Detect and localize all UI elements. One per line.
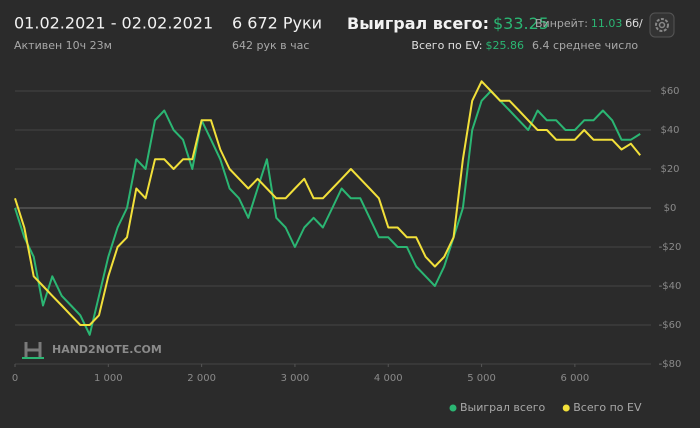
x-tick-label: 4 000 xyxy=(374,373,403,384)
x-tick-label: 3 000 xyxy=(281,373,310,384)
average: 6.4 среднее число xyxy=(532,39,638,52)
won-total: Выиграл всего: $33.25 xyxy=(347,14,549,33)
y-tick-label: -$60 xyxy=(659,320,682,331)
legend-label: Выиграл всего xyxy=(460,401,545,414)
y-tick-label: $60 xyxy=(660,86,679,97)
winrate: Винрейт: 11.03 бб/ xyxy=(535,17,643,30)
hands-per-hour: 642 рук в час xyxy=(232,39,309,52)
winrate-label: Винрейт: xyxy=(535,17,588,30)
ev-value: $25.86 xyxy=(486,39,525,52)
y-tick-label: -$40 xyxy=(659,281,682,292)
legend-marker xyxy=(449,404,457,412)
y-tick-label: $20 xyxy=(660,164,679,175)
legend-marker xyxy=(562,404,570,412)
y-tick-label: -$20 xyxy=(659,242,682,253)
x-tick-label: 1 000 xyxy=(94,373,123,384)
won-value: $33.25 xyxy=(493,14,549,33)
y-tick-label: $0 xyxy=(664,203,677,214)
date-range: 01.02.2021 - 02.02.2021 xyxy=(14,14,213,33)
won-label: Выиграл всего: xyxy=(347,14,489,33)
x-tick-label: 6 000 xyxy=(561,373,590,384)
ev-label: Всего по EV: xyxy=(411,39,482,52)
y-tick-label: $40 xyxy=(660,125,679,136)
series-line xyxy=(14,90,641,336)
legend-label: Всего по EV xyxy=(573,401,642,414)
series-line xyxy=(14,80,641,326)
ev-total: Всего по EV: $25.86 xyxy=(411,39,524,52)
winrate-value: 11.03 xyxy=(591,17,623,30)
watermark-text: HAND2NOTE.COM xyxy=(52,343,162,356)
settings-button[interactable] xyxy=(649,12,675,38)
watermark: HAND2NOTE.COM xyxy=(22,342,162,359)
active-time: Активен 10ч 23м xyxy=(14,39,112,52)
winrate-unit: бб/ xyxy=(625,17,643,30)
hands: 6 672 Руки xyxy=(232,14,322,33)
x-tick-label: 2 000 xyxy=(187,373,216,384)
y-tick-label: -$80 xyxy=(659,359,682,370)
x-tick-label: 0 xyxy=(12,373,18,384)
x-tick-label: 5 000 xyxy=(467,373,496,384)
